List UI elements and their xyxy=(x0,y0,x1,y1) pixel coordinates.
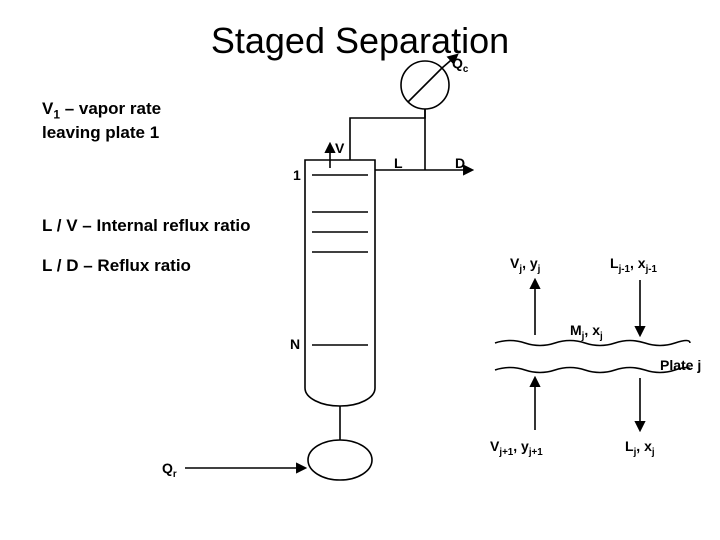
reboiler-icon xyxy=(308,440,372,480)
diagram-svg xyxy=(0,0,720,540)
plate-j-bot xyxy=(495,368,690,373)
diagram-stage: Staged Separation V1 – vapor rate leavin… xyxy=(0,0,720,540)
vapor-line xyxy=(350,109,425,160)
qc-arrow xyxy=(442,55,457,68)
column-body xyxy=(305,160,375,406)
plate-j-top xyxy=(495,341,690,346)
condenser-diag xyxy=(408,68,442,102)
